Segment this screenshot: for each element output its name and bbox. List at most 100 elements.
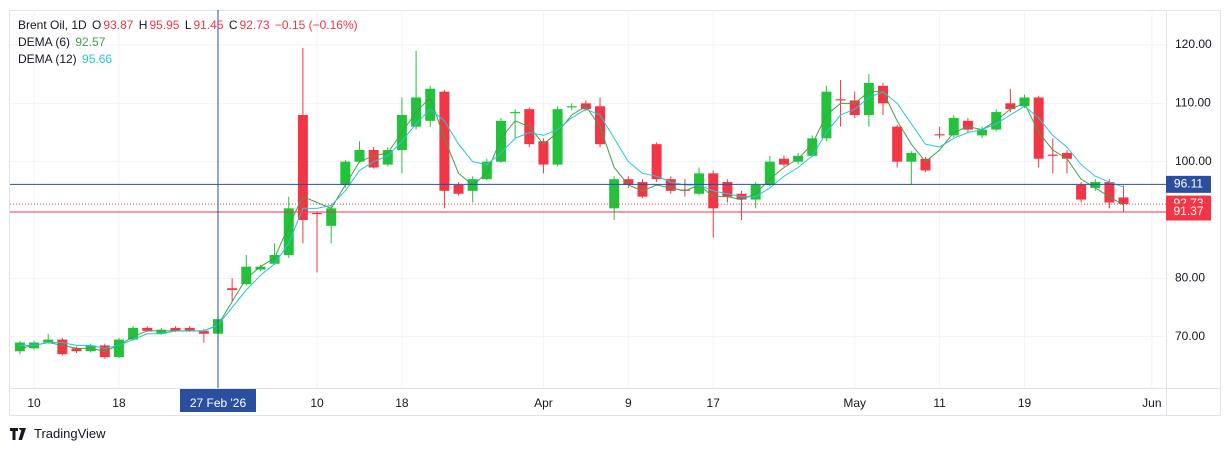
change: −0.15 (−0.16%) (274, 18, 358, 32)
candle-body (113, 339, 124, 358)
candle-body (920, 158, 931, 171)
candle-body (1061, 152, 1072, 159)
h-label: H (138, 18, 148, 32)
frame (9, 10, 1221, 416)
candle-body (977, 129, 988, 136)
candle-body (849, 100, 860, 115)
candle-body (807, 138, 818, 156)
candle-body (552, 109, 563, 165)
symbol: Brent Oil, 1D (18, 18, 87, 32)
candle-body (623, 179, 634, 185)
candle-body (340, 161, 351, 185)
legend: Brent Oil, 1D O 93.87 H 95.95 L 91.45 C 92.7… (18, 17, 360, 68)
candle-body (184, 327, 195, 331)
candle-body (1047, 154, 1058, 156)
candle-body (312, 213, 323, 215)
candle-body (495, 120, 506, 162)
c-label: C (228, 18, 238, 32)
series-name: DEMA (6) (18, 35, 71, 49)
crosshair-date-box (179, 389, 256, 412)
level-price: 91.37 (1173, 204, 1203, 218)
candle-body (566, 106, 577, 108)
level-price-box (1166, 203, 1211, 221)
dema12-row: DEMA (12) 95.66 (18, 51, 360, 68)
series-value: 92.57 (75, 35, 106, 49)
candle-body (283, 208, 294, 255)
logo-text: TradingView (34, 426, 106, 441)
candle-body (368, 150, 379, 168)
y-tick-label: 120.00 (1175, 37, 1212, 51)
l-label: L (184, 18, 192, 32)
l-value: 91.45 (193, 18, 224, 32)
candle-body (425, 88, 436, 121)
candle-body (227, 288, 238, 290)
candle-body (1033, 97, 1044, 159)
candle-body (863, 82, 874, 115)
y-tick-label: 70.00 (1175, 329, 1205, 343)
candle-body (1104, 182, 1115, 203)
h-value: 95.95 (149, 18, 180, 32)
candle-body (198, 330, 209, 334)
crosshair-price-box (1166, 175, 1211, 193)
x-tick-label: Jun (1142, 396, 1161, 410)
candle-body (934, 134, 945, 136)
ohlc-row: Brent Oil, 1D O 93.87 H 95.95 L 91.45 C 92.7… (18, 17, 360, 34)
candle-body (255, 266, 266, 270)
candle-body (510, 112, 521, 114)
o-value: 93.87 (103, 18, 134, 32)
c-value: 92.73 (239, 18, 270, 32)
candle-body (382, 150, 393, 165)
candle-body (595, 106, 606, 145)
candle-body (835, 99, 846, 101)
candle-body (962, 120, 973, 130)
series-name: DEMA (12) (18, 52, 77, 66)
x-tick-label: 18 (395, 396, 409, 410)
candle-body (665, 179, 676, 191)
o-label: O (92, 18, 102, 32)
candle-body (439, 91, 450, 191)
candle-body (1005, 103, 1016, 110)
y-tick-label: 100.00 (1175, 154, 1212, 168)
candle-body (297, 115, 308, 220)
x-tick-label: 10 (27, 396, 41, 410)
candle-body (750, 185, 761, 200)
candle-body (481, 161, 492, 180)
candle-body (906, 152, 917, 162)
x-tick-label: 9 (625, 396, 632, 410)
candle-body (1090, 182, 1101, 188)
logo[interactable]: TradingView (10, 426, 106, 441)
candle-body (43, 339, 54, 343)
logo-icon (10, 427, 26, 440)
candle-body (1118, 197, 1129, 205)
dema6-row: DEMA (6) 92.57 (18, 34, 360, 51)
candle-body (71, 348, 82, 352)
indicator-line (19, 91, 1124, 349)
candle-body (1019, 97, 1030, 107)
candle-body (538, 141, 549, 165)
series-value: 95.66 (82, 52, 113, 66)
candle-body (269, 255, 280, 264)
y-tick-label: 110.00 (1175, 96, 1211, 110)
x-tick-label: Apr (534, 396, 553, 410)
x-tick-label: 19 (1018, 396, 1032, 410)
candle-body (764, 161, 775, 185)
crosshair-date: 27 Feb '26 (190, 396, 247, 410)
candle-body (892, 126, 903, 162)
crosshair-price: 96.11 (1174, 177, 1203, 191)
x-tick-label: 17 (707, 396, 721, 410)
candle-body (679, 189, 690, 191)
x-tick-label: 18 (112, 396, 126, 410)
candle-body (948, 117, 959, 136)
candle-body (453, 185, 464, 194)
candle-body (354, 150, 365, 162)
candle-body (57, 339, 68, 355)
candle-body (778, 158, 789, 165)
candle-body (637, 182, 648, 197)
candle-body (1076, 185, 1087, 200)
candle-body (241, 266, 252, 285)
x-tick-label: May (843, 396, 866, 410)
indicator-line (19, 91, 1124, 352)
candle-body (326, 208, 337, 226)
